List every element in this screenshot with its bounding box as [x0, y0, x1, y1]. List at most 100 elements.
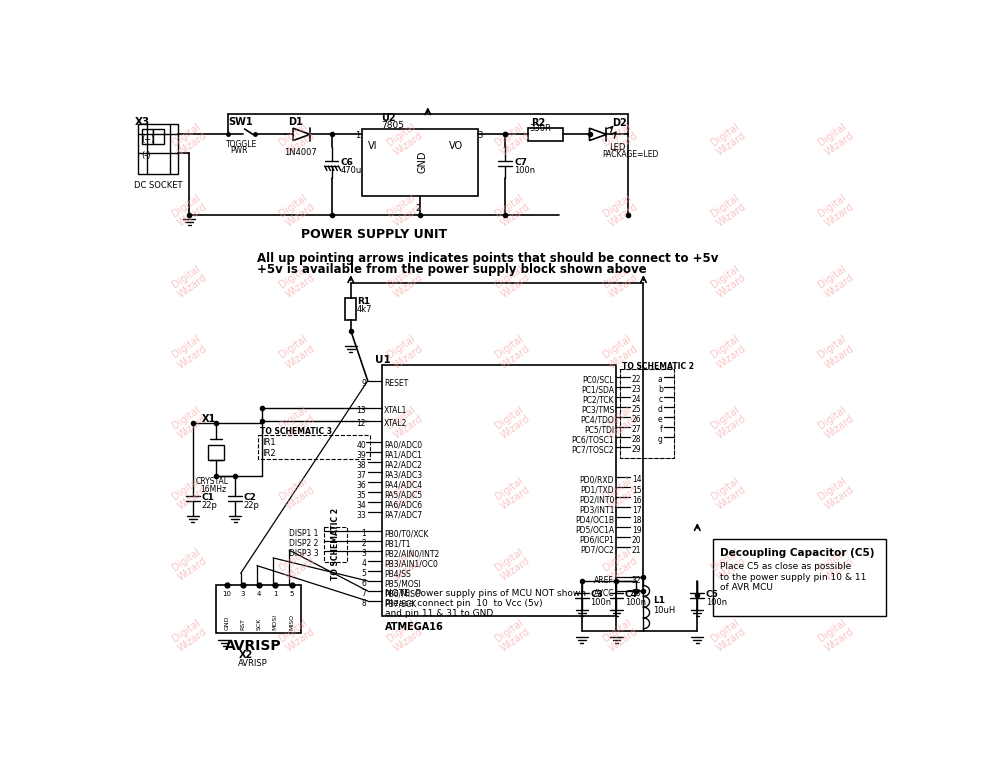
Text: 20: 20: [632, 535, 641, 545]
Text: Digital
Wizard: Digital Wizard: [816, 617, 856, 653]
Text: DISP2 2: DISP2 2: [289, 539, 319, 548]
Text: 5: 5: [361, 569, 366, 578]
Text: 19: 19: [632, 525, 641, 535]
Bar: [153, 129, 164, 144]
Text: VI: VI: [368, 140, 377, 150]
Text: IR1: IR1: [262, 438, 276, 446]
Text: PD1/TXD: PD1/TXD: [581, 486, 614, 495]
Text: U2: U2: [382, 113, 396, 123]
Text: TO SCHEMATIC 2: TO SCHEMATIC 2: [622, 361, 694, 370]
Text: to the power supply pin 10 & 11: to the power supply pin 10 & 11: [720, 572, 867, 581]
Text: Digital
Wizard: Digital Wizard: [601, 617, 640, 653]
Text: PC5/TDI: PC5/TDI: [584, 426, 614, 434]
Text: All up pointing arrows indicates points that should be connect to +5v: All up pointing arrows indicates points …: [257, 252, 718, 265]
Text: b: b: [658, 385, 663, 394]
Text: Digital
Wizard: Digital Wizard: [601, 476, 640, 512]
Text: PA1/ADC1: PA1/ADC1: [384, 451, 422, 460]
Text: Digital
Wizard: Digital Wizard: [277, 334, 317, 370]
Text: PD4/OC1B: PD4/OC1B: [575, 515, 614, 525]
Text: Digital
Wizard: Digital Wizard: [385, 476, 424, 512]
Text: PA2/ADC2: PA2/ADC2: [384, 461, 422, 470]
Text: 22: 22: [632, 375, 641, 384]
Text: 40: 40: [356, 441, 366, 450]
Text: 100n: 100n: [625, 598, 646, 607]
Text: 7: 7: [361, 590, 366, 598]
Text: PC3/TMS: PC3/TMS: [581, 406, 614, 414]
Text: 1: 1: [273, 591, 278, 597]
Text: 22p: 22p: [201, 501, 217, 510]
Text: 4: 4: [361, 559, 366, 568]
Text: Digital
Wizard: Digital Wizard: [601, 334, 640, 370]
Text: 26: 26: [632, 416, 641, 424]
Text: Digital
Wizard: Digital Wizard: [816, 192, 856, 229]
Text: Digital
Wizard: Digital Wizard: [169, 476, 209, 512]
Text: +5v is available from the power supply block shown above: +5v is available from the power supply b…: [257, 263, 646, 276]
Bar: [620, 369, 674, 458]
Text: Digital
Wizard: Digital Wizard: [601, 404, 640, 441]
Text: Digital
Wizard: Digital Wizard: [708, 334, 748, 370]
Text: DISP3 3: DISP3 3: [289, 549, 319, 558]
Text: Digital
Wizard: Digital Wizard: [169, 334, 209, 370]
Text: c: c: [659, 396, 663, 404]
Text: 17: 17: [632, 505, 641, 515]
Text: and pin 11 & 31 to GND: and pin 11 & 31 to GND: [385, 609, 494, 617]
Text: 37: 37: [356, 471, 366, 480]
Text: PA0/ADC0: PA0/ADC0: [384, 441, 422, 450]
Text: Digital
Wizard: Digital Wizard: [493, 262, 532, 299]
Text: PC6/TOSC1: PC6/TOSC1: [572, 436, 614, 444]
Text: Digital
Wizard: Digital Wizard: [277, 262, 317, 299]
Text: Digital
Wizard: Digital Wizard: [816, 121, 856, 158]
Text: AREF: AREF: [594, 575, 614, 584]
Text: Digital
Wizard: Digital Wizard: [708, 404, 748, 441]
Text: (-): (-): [141, 151, 151, 160]
Text: f: f: [660, 426, 663, 434]
Text: PD2/INT0: PD2/INT0: [579, 495, 614, 505]
Text: PA6/ADC6: PA6/ADC6: [384, 501, 422, 510]
Text: Digital
Wizard: Digital Wizard: [708, 476, 748, 512]
Text: 29: 29: [632, 446, 641, 455]
Text: RST: RST: [240, 617, 246, 630]
Text: Digital
Wizard: Digital Wizard: [601, 262, 640, 299]
Text: PD7/OC2: PD7/OC2: [580, 545, 614, 555]
Text: Digital
Wizard: Digital Wizard: [493, 404, 532, 441]
Text: RESET: RESET: [384, 379, 408, 388]
Text: Place C5 as close as possible: Place C5 as close as possible: [720, 561, 852, 571]
Text: 330R: 330R: [529, 124, 551, 133]
Text: 3: 3: [477, 130, 482, 140]
Text: PB7/SCK: PB7/SCK: [384, 600, 416, 608]
Text: 8: 8: [361, 600, 366, 608]
Bar: [324, 527, 347, 561]
Text: 18: 18: [632, 515, 641, 525]
Text: R1: R1: [357, 297, 370, 306]
Text: 10uH: 10uH: [653, 606, 675, 614]
Text: 39: 39: [356, 451, 366, 460]
Text: C1: C1: [201, 493, 214, 502]
Text: Decoupling Capacitor (C5): Decoupling Capacitor (C5): [720, 548, 875, 558]
Text: XTAL1: XTAL1: [384, 407, 407, 415]
Text: MOSI: MOSI: [273, 614, 278, 630]
Text: 32: 32: [632, 575, 641, 584]
Text: 100n: 100n: [590, 598, 611, 607]
Text: 16: 16: [632, 495, 641, 505]
Text: Digital
Wizard: Digital Wizard: [169, 262, 209, 299]
Text: Digital
Wizard: Digital Wizard: [277, 404, 317, 441]
Text: Digital
Wizard: Digital Wizard: [385, 334, 424, 370]
Text: D2: D2: [613, 118, 627, 128]
Text: Digital
Wizard: Digital Wizard: [493, 476, 532, 512]
Text: Digital
Wizard: Digital Wizard: [816, 404, 856, 441]
Text: a: a: [658, 375, 663, 384]
Text: Digital
Wizard: Digital Wizard: [385, 262, 424, 299]
Text: 470u: 470u: [341, 166, 362, 175]
Text: PB6/MISO: PB6/MISO: [384, 590, 421, 598]
Text: Digital
Wizard: Digital Wizard: [493, 617, 532, 653]
Text: C4: C4: [625, 591, 638, 599]
Text: Digital
Wizard: Digital Wizard: [385, 404, 424, 441]
Text: PA4/ADC4: PA4/ADC4: [384, 481, 422, 490]
Text: Digital
Wizard: Digital Wizard: [816, 334, 856, 370]
Text: PC4/TDO: PC4/TDO: [580, 416, 614, 424]
Text: PC7/TOSC2: PC7/TOSC2: [572, 446, 614, 455]
Text: AVRISP: AVRISP: [225, 639, 282, 653]
Text: Digital
Wizard: Digital Wizard: [385, 192, 424, 229]
Text: 16MHz: 16MHz: [201, 485, 227, 494]
Text: AVCC: AVCC: [594, 590, 614, 598]
